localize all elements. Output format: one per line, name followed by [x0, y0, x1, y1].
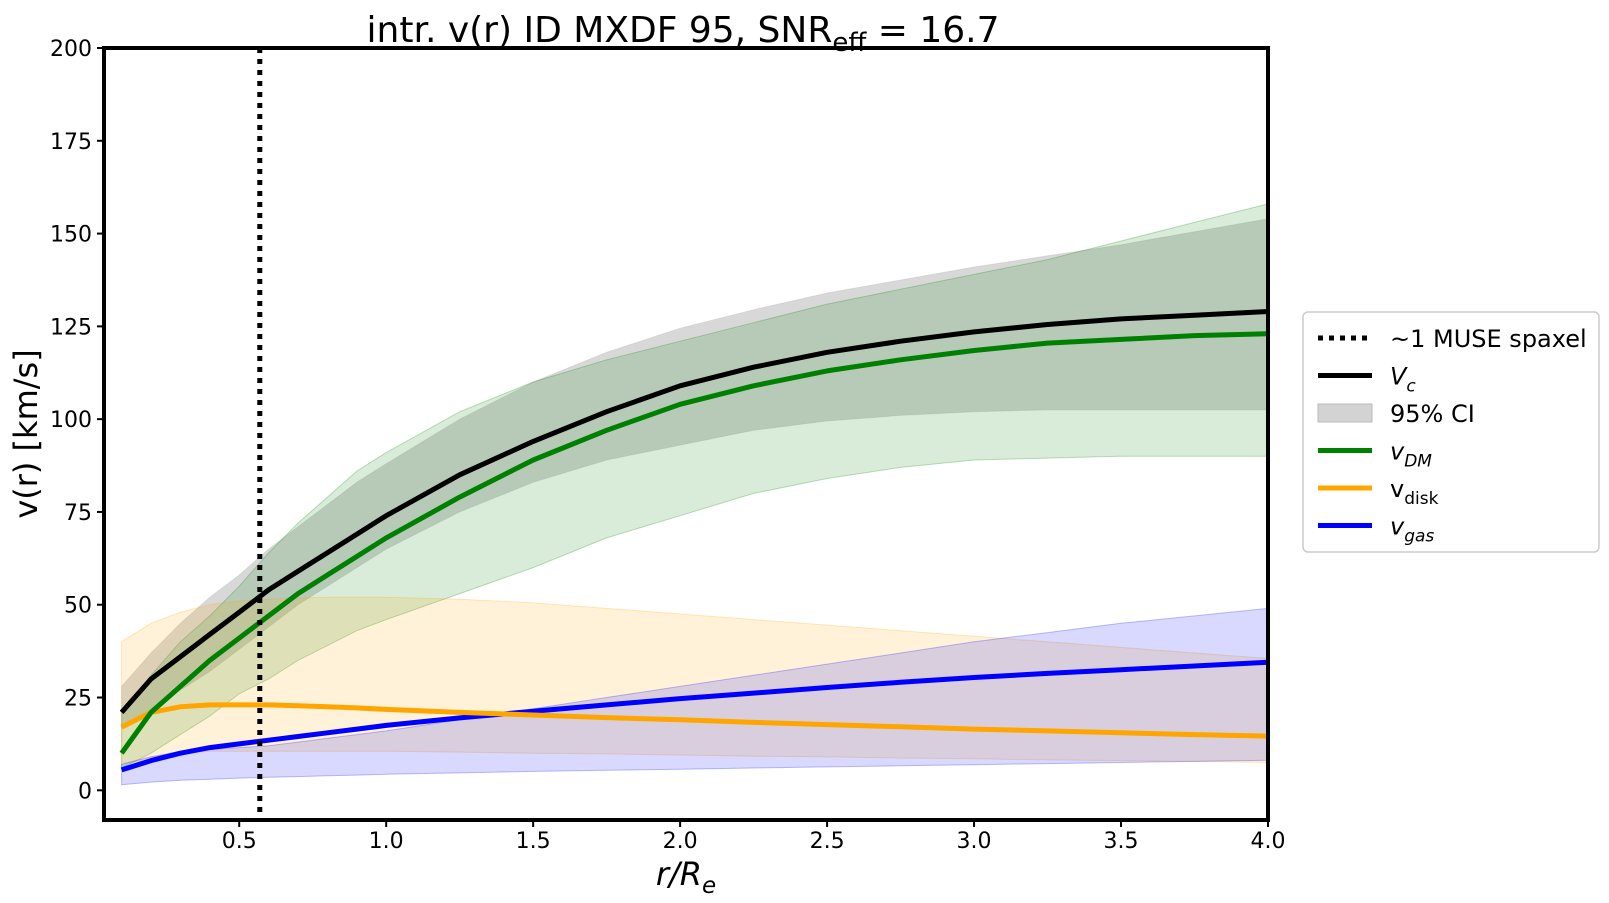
x-axis-label-subscript: e — [702, 873, 716, 899]
y-tick-label: 100 — [50, 408, 92, 433]
series-line-v-disk — [120, 702, 1269, 739]
x-axis-label: r/Re — [656, 855, 716, 899]
legend-95-ci-swatch — [1317, 403, 1373, 423]
x-tick-label: 2.5 — [810, 829, 845, 854]
y-tick-label: 200 — [50, 37, 92, 62]
legend-v-c-label: Vc — [1390, 363, 1416, 397]
chart-title-main: intr. v(r) ID MXDF 95, SNR — [367, 10, 833, 51]
y-tick-label: 150 — [50, 223, 92, 248]
x-tick-label: 3.5 — [1104, 829, 1139, 854]
series-line-v-dm — [119, 331, 1269, 755]
y-tick-label: 175 — [50, 130, 92, 155]
plot-frame — [102, 46, 1270, 822]
legend-v-dm-label: vDM — [1390, 438, 1432, 472]
legend-v-disk-label: vdisk — [1390, 475, 1439, 509]
chart-title: intr. v(r) ID MXDF 95, SNReff = 16.7 — [367, 10, 1000, 58]
legend-v-gas-label: vgas — [1390, 513, 1434, 547]
x-tick-label: 1.0 — [369, 829, 404, 854]
y-tick-label: 50 — [64, 594, 92, 619]
x-axis: 0.5 1.0 1.5 2.0 2.5 3.0 3.5 4.0 — [222, 820, 1286, 854]
x-tick-label: 3.0 — [957, 829, 992, 854]
legend-1-muse-spaxel-label: ~1 MUSE spaxel — [1390, 325, 1587, 353]
x-tick-label: 2.0 — [663, 829, 698, 854]
plot-area — [119, 48, 1269, 820]
legend-95-ci-label: 95% CI — [1390, 400, 1475, 428]
y-tick-label: 25 — [64, 687, 92, 712]
y-tick-label: 125 — [50, 315, 92, 340]
y-axis: 0 25 50 75 100 125 150 175 200 — [50, 37, 104, 804]
x-tick-label: 1.5 — [516, 829, 551, 854]
x-tick-label: 4.0 — [1251, 829, 1286, 854]
x-tick-label: 0.5 — [222, 829, 257, 854]
x-axis-label-main: r/R — [656, 855, 702, 893]
chart-title-suffix: = 16.7 — [866, 10, 999, 51]
series-line-v-c — [119, 309, 1269, 715]
chart-title-subscript: eff — [832, 28, 867, 58]
legend-frame — [1302, 311, 1600, 553]
y-tick-label: 75 — [64, 501, 92, 526]
y-tick-label: 0 — [78, 779, 92, 804]
y-axis-label: v(r) [km/s] — [7, 349, 45, 518]
